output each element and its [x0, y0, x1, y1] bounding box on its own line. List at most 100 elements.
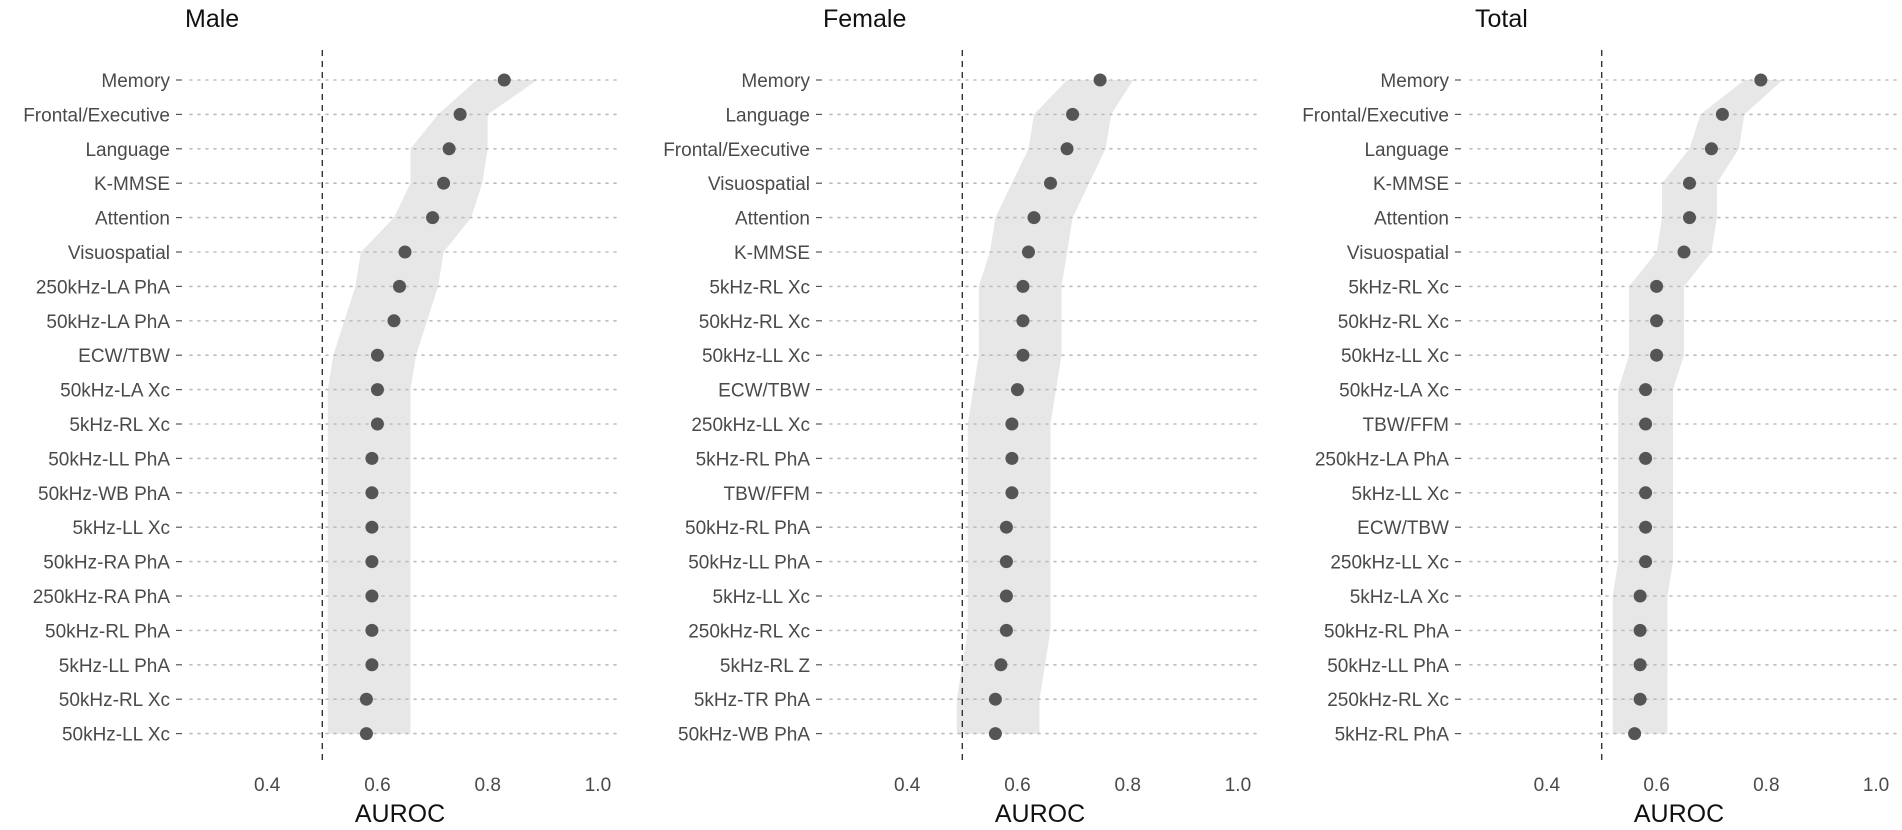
category-label: 50kHz-LA Xc [1339, 381, 1449, 402]
category-label: 50kHz-WB PhA [678, 725, 810, 746]
data-point: Memory: 0.75 [1093, 73, 1107, 87]
category-label: 50kHz-RL Xc [59, 690, 170, 711]
category-label: 5kHz-RL PhA [696, 449, 811, 470]
x-tick-label: 0.4 [254, 775, 281, 796]
x-tick-label: 1.0 [585, 775, 611, 796]
category-label: 50kHz-RL PhA [685, 518, 810, 539]
data-point: 5kHz-RL PhA: 0.56 [1628, 727, 1642, 741]
data-point: 50kHz-RL Xc: 0.6 [1650, 314, 1664, 328]
data-point: K-MMSE: 0.62 [1021, 245, 1035, 259]
category-label: Memory [101, 71, 170, 92]
panel-total: Memory Frontal/Executive Language K-MMSE Att… [1302, 5, 1899, 828]
x-tick-label: 0.4 [1534, 775, 1561, 796]
category-label: 5kHz-LL PhA [59, 656, 171, 677]
category-label: TBW/FFM [723, 484, 810, 505]
data-point: 50kHz-RL PhA: 0.59 [365, 623, 379, 637]
confidence-band [327, 80, 538, 734]
data-point: 5kHz-RL PhA: 0.59 [1005, 451, 1019, 465]
category-label: 250kHz-RA PhA [33, 587, 171, 608]
category-label: Language [1364, 140, 1449, 161]
data-point: 50kHz-LL Xc: 0.58 [359, 727, 373, 741]
category-label: 50kHz-LA PhA [46, 312, 170, 333]
data-point: 50kHz-LL PhA: 0.58 [999, 555, 1013, 569]
category-label: Attention [95, 209, 170, 230]
category-label: K-MMSE [734, 243, 810, 264]
data-point: 250kHz-LL Xc: 0.59 [1005, 417, 1019, 431]
panel-title: Female [823, 5, 906, 33]
data-point: ECW/TBW: 0.58 [1639, 520, 1653, 534]
x-axis-title: AUROC [1634, 800, 1724, 828]
data-point: 50kHz-LL PhA: 0.57 [1633, 658, 1647, 672]
category-label: 5kHz-RL Z [720, 656, 810, 677]
category-label: 50kHz-RA PhA [43, 553, 170, 574]
data-point: Attention: 0.66 [1682, 211, 1696, 225]
category-label: 5kHz-LA Xc [1350, 587, 1449, 608]
category-label: 50kHz-LL Xc [702, 346, 810, 367]
category-label: 250kHz-RL Xc [1327, 690, 1449, 711]
category-label: TBW/FFM [1362, 415, 1449, 436]
x-tick-label: 0.8 [1753, 775, 1779, 796]
data-point: 50kHz-LA PhA: 0.63 [387, 314, 401, 328]
category-label: ECW/TBW [718, 381, 810, 402]
data-point: 50kHz-WB PhA: 0.59 [365, 486, 379, 500]
data-point: 50kHz-RL PhA: 0.57 [1633, 623, 1647, 637]
x-axis-title: AUROC [995, 800, 1085, 828]
x-tick-label: 1.0 [1863, 775, 1889, 796]
category-label: 250kHz-LA PhA [1315, 449, 1449, 470]
data-point: Visuospatial: 0.65 [398, 245, 412, 259]
data-point: 50kHz-LL Xc: 0.6 [1650, 348, 1664, 362]
data-point: 50kHz-RL Xc: 0.61 [1016, 314, 1030, 328]
data-point: Visuospatial: 0.65 [1677, 245, 1691, 259]
category-label: 250kHz-RL Xc [688, 621, 810, 642]
category-label: 50kHz-LL PhA [1327, 656, 1449, 677]
data-point: 5kHz-RL Xc: 0.6 [1650, 279, 1664, 293]
data-point: 5kHz-TR PhA: 0.56 [988, 692, 1002, 706]
x-axis-title: AUROC [355, 800, 445, 828]
data-point: Frontal/Executive: 0.69 [1060, 142, 1074, 156]
data-point: 50kHz-LA Xc: 0.58 [1639, 383, 1653, 397]
data-point: 250kHz-RL Xc: 0.58 [999, 623, 1013, 637]
data-point: ECW/TBW: 0.6 [1010, 383, 1024, 397]
x-tick-label: 0.8 [474, 775, 500, 796]
category-label: Attention [1374, 209, 1449, 230]
category-label: 250kHz-LL Xc [1330, 553, 1449, 574]
category-label: 5kHz-TR PhA [694, 690, 810, 711]
category-label: 50kHz-RL PhA [45, 621, 170, 642]
data-point: 50kHz-RA PhA: 0.59 [365, 555, 379, 569]
category-label: Attention [735, 209, 810, 230]
data-point: 50kHz-LL PhA: 0.59 [365, 451, 379, 465]
category-label: 50kHz-RL PhA [1324, 621, 1449, 642]
panel-title: Total [1475, 5, 1528, 33]
data-point: 50kHz-RL PhA: 0.58 [999, 520, 1013, 534]
x-tick-label: 0.6 [1004, 775, 1030, 796]
category-label: 50kHz-LL PhA [688, 553, 810, 574]
data-point: 250kHz-RL Xc: 0.57 [1633, 692, 1647, 706]
data-point: 250kHz-LA PhA: 0.58 [1639, 451, 1653, 465]
data-point: TBW/FFM: 0.58 [1639, 417, 1653, 431]
x-tick-label: 0.6 [1643, 775, 1669, 796]
category-label: 50kHz-LL Xc [62, 725, 170, 746]
panel-title: Male [185, 5, 239, 33]
data-point: Frontal/Executive: 0.75 [453, 107, 467, 121]
category-label: 5kHz-RL Xc [69, 415, 170, 436]
category-label: 50kHz-RL Xc [1338, 312, 1449, 333]
data-point: 5kHz-RL Xc: 0.61 [1016, 279, 1030, 293]
data-point: 5kHz-RL Z: 0.57 [994, 658, 1008, 672]
category-label: Memory [741, 71, 810, 92]
category-label: 5kHz-LL Xc [1352, 484, 1450, 505]
data-point: Language: 0.7 [1066, 107, 1080, 121]
confidence-band [1612, 80, 1783, 734]
category-label: K-MMSE [94, 174, 170, 195]
category-label: Frontal/Executive [23, 105, 170, 126]
data-point: 5kHz-LA Xc: 0.57 [1633, 589, 1647, 603]
data-point: 50kHz-LL Xc: 0.61 [1016, 348, 1030, 362]
category-label: 5kHz-LL Xc [73, 518, 171, 539]
category-label: Visuospatial [1347, 243, 1449, 264]
category-label: 5kHz-RL PhA [1335, 725, 1450, 746]
category-label: Language [85, 140, 170, 161]
category-label: ECW/TBW [78, 346, 170, 367]
x-tick-label: 0.4 [894, 775, 921, 796]
category-label: 50kHz-LL PhA [48, 449, 170, 470]
panel-male: Memory Frontal/Executive Language K-MMSE Att… [23, 5, 621, 828]
